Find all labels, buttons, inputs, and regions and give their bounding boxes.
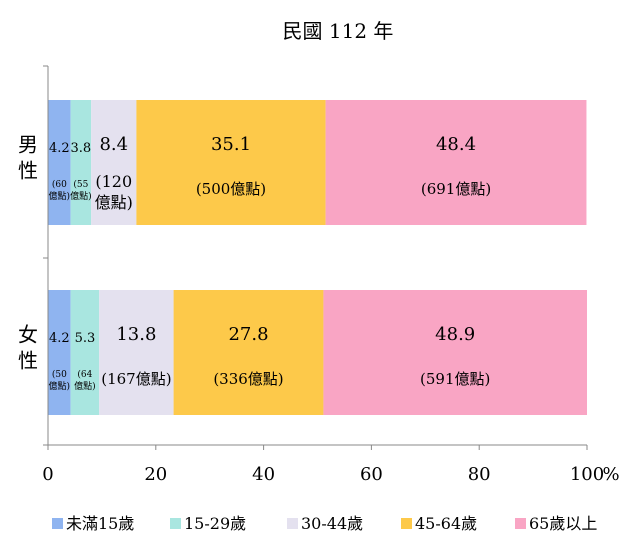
category-label-char: 性 — [18, 159, 38, 183]
x-axis-unit: % — [602, 464, 619, 485]
legend-label: 30-44歲 — [301, 514, 363, 533]
legend-label: 45-64歲 — [415, 514, 477, 533]
data-label: 48.4 — [436, 134, 476, 155]
data-label: 4.2 — [49, 331, 70, 346]
category-label-char: 性 — [18, 349, 38, 373]
bar-segment — [323, 290, 587, 415]
amount-label: (50 — [52, 369, 67, 380]
category-label-char: 男 — [18, 133, 38, 157]
bar-segment — [99, 290, 174, 415]
data-label: 8.4 — [99, 134, 128, 155]
legend-label: 15-29歲 — [184, 514, 246, 533]
bar-segment — [325, 100, 587, 225]
data-label: 4.2 — [49, 141, 70, 156]
bar-segment — [173, 290, 324, 415]
data-label: 5.3 — [75, 331, 96, 346]
bar-segment — [48, 290, 71, 415]
amount-label: 億點) — [70, 190, 92, 202]
bar-segment — [48, 100, 71, 225]
bar-segment — [136, 100, 326, 225]
data-label: 13.8 — [116, 324, 156, 345]
x-tick-label: 20 — [144, 464, 167, 485]
amount-label: 億點) — [49, 190, 71, 202]
legend-label: 65歲以上 — [529, 514, 597, 533]
amount-label: 億點) — [95, 193, 133, 212]
amount-label: (500億點) — [196, 180, 266, 198]
category-label-char: 女 — [18, 323, 38, 347]
chart-title: 民國 112 年 — [283, 19, 394, 43]
x-tick-label: 0 — [42, 464, 53, 485]
x-tick-label: 100 — [570, 464, 604, 485]
x-tick-label: 60 — [360, 464, 383, 485]
amount-label: (336億點) — [213, 370, 283, 388]
legend-swatch — [170, 518, 181, 529]
bar-segment — [70, 290, 100, 415]
x-tick-label: 80 — [468, 464, 491, 485]
data-label: 27.8 — [228, 324, 268, 345]
data-label: 35.1 — [211, 134, 251, 155]
amount-label: (120 — [95, 172, 132, 191]
amount-label: (55 — [73, 179, 88, 190]
legend-swatch — [401, 518, 412, 529]
amount-label: 億點) — [74, 380, 96, 392]
legend-swatch — [287, 518, 298, 529]
amount-label: (167億點) — [101, 370, 171, 388]
legend-swatch — [515, 518, 526, 529]
amount-label: 億點) — [49, 380, 71, 392]
amount-label: (691億點) — [421, 180, 491, 198]
amount-label: (591億點) — [420, 370, 490, 388]
x-tick-label: 40 — [252, 464, 275, 485]
data-label: 48.9 — [435, 324, 475, 345]
bar-segment — [70, 100, 92, 225]
bar-segment — [91, 100, 137, 225]
amount-label: (64 — [77, 369, 92, 380]
data-label: 3.8 — [71, 141, 92, 156]
amount-label: (60 — [52, 179, 67, 190]
legend-swatch — [52, 518, 63, 529]
legend-label: 未滿15歲 — [66, 514, 134, 533]
